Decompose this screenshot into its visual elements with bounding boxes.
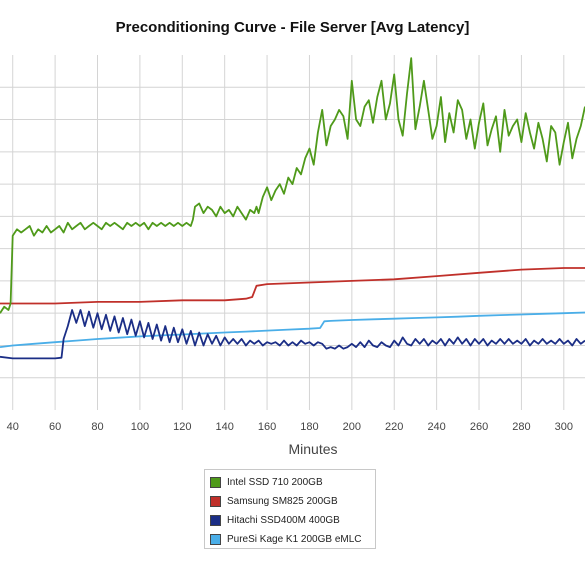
x-tick-label: 160 [258, 421, 276, 433]
x-tick-label: 140 [215, 421, 233, 433]
legend-swatch-puresi [210, 533, 221, 545]
x-tick-label: 120 [173, 421, 191, 433]
x-tick-label: 300 [555, 421, 573, 433]
legend-swatch-hitachi [210, 514, 221, 526]
x-tick-label: 200 [343, 421, 361, 433]
x-tick-label: 260 [470, 421, 488, 433]
chart-title: Preconditioning Curve - File Server [Avg… [115, 19, 470, 36]
x-tick-label: 280 [512, 421, 530, 433]
series-layer [0, 57, 585, 360]
legend-swatch-samsung [210, 495, 221, 507]
x-tick-label: 60 [49, 421, 61, 433]
legend-item-intel[interactable]: Intel SSD 710 200GB [208, 473, 375, 491]
x-tick-label: 240 [427, 421, 445, 433]
x-axis-label: Minutes [288, 441, 337, 457]
legend-label-puresi: PureSi Kage K1 200GB eMLC [227, 533, 362, 545]
series-line-1 [0, 267, 585, 305]
grid-layer [0, 55, 585, 410]
x-tick-label: 80 [91, 421, 103, 433]
series-line-0 [0, 57, 585, 314]
x-tick-label: 40 [7, 421, 19, 433]
x-tick-label: 100 [131, 421, 149, 433]
legend: Intel SSD 710 200GB Samsung SM825 200GB … [204, 469, 376, 549]
legend-swatch-intel [210, 476, 221, 488]
legend-item-samsung[interactable]: Samsung SM825 200GB [208, 492, 375, 510]
series-line-3 [0, 311, 585, 348]
tick-layer: 40 60 80 100 120 140 160 180 200 220 240 260 280 300 [7, 421, 573, 433]
legend-item-puresi[interactable]: PureSi Kage K1 200GB eMLC [208, 530, 375, 548]
series-line-2 [0, 309, 585, 360]
legend-label-intel: Intel SSD 710 200GB [227, 476, 323, 488]
legend-label-samsung: Samsung SM825 200GB [227, 495, 338, 507]
legend-item-hitachi[interactable]: Hitachi SSD400M 400GB [208, 511, 375, 529]
x-tick-label: 220 [385, 421, 403, 433]
legend-label-hitachi: Hitachi SSD400M 400GB [227, 514, 340, 526]
x-tick-label: 180 [300, 421, 318, 433]
